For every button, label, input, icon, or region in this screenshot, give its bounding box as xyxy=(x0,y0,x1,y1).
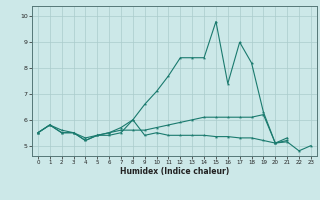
X-axis label: Humidex (Indice chaleur): Humidex (Indice chaleur) xyxy=(120,167,229,176)
